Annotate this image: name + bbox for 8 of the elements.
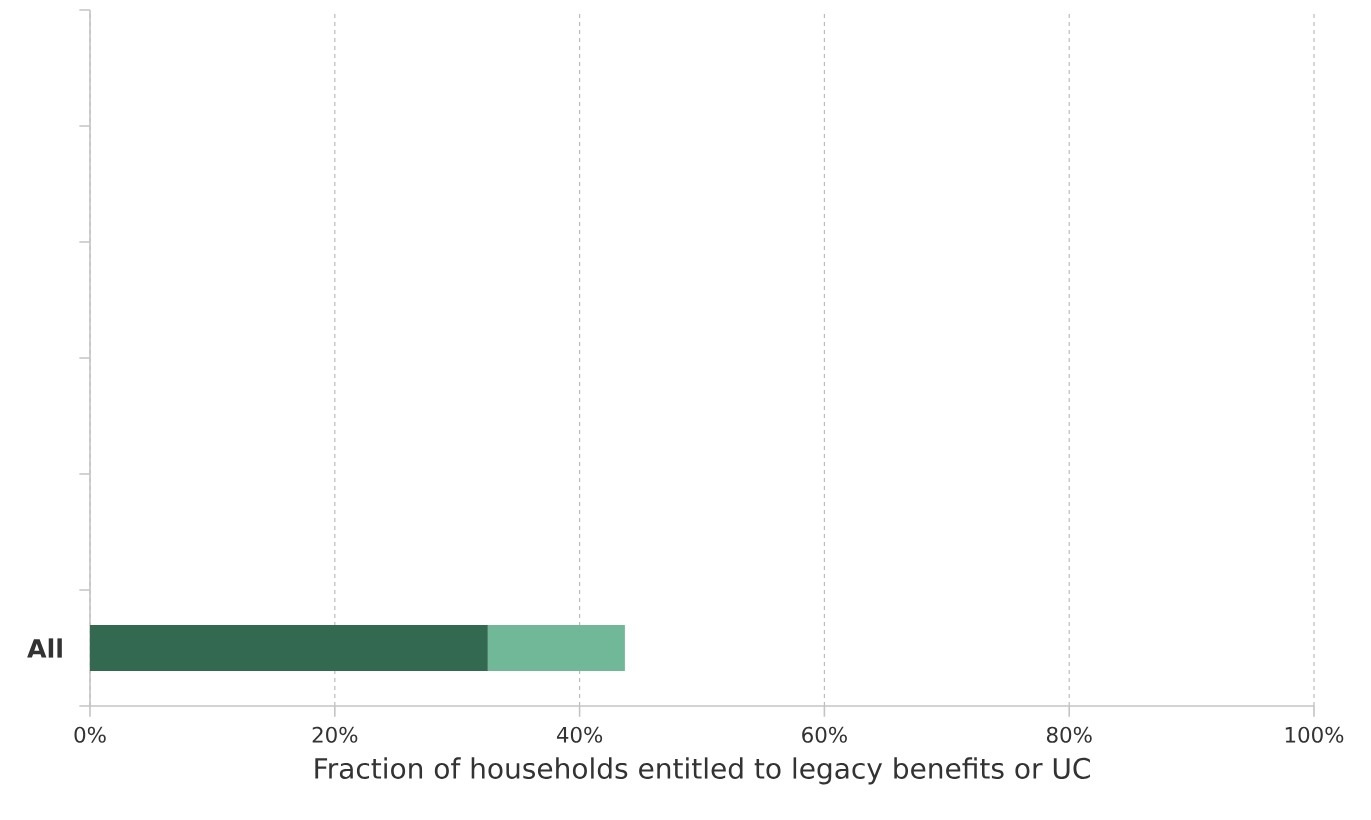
x-axis-title: Fraction of households entitled to legacy benefits or UC <box>315 757 1090 785</box>
x-tick-label: 40% <box>556 726 603 743</box>
x-tick-label: 0% <box>74 726 106 743</box>
x-tick-label: 20% <box>312 726 358 743</box>
y-tick-label: All <box>27 638 62 658</box>
x-tick-label: 100% <box>1285 726 1344 743</box>
x-tick-label: 60% <box>802 726 847 743</box>
x-tick-label: 80% <box>1046 726 1092 743</box>
